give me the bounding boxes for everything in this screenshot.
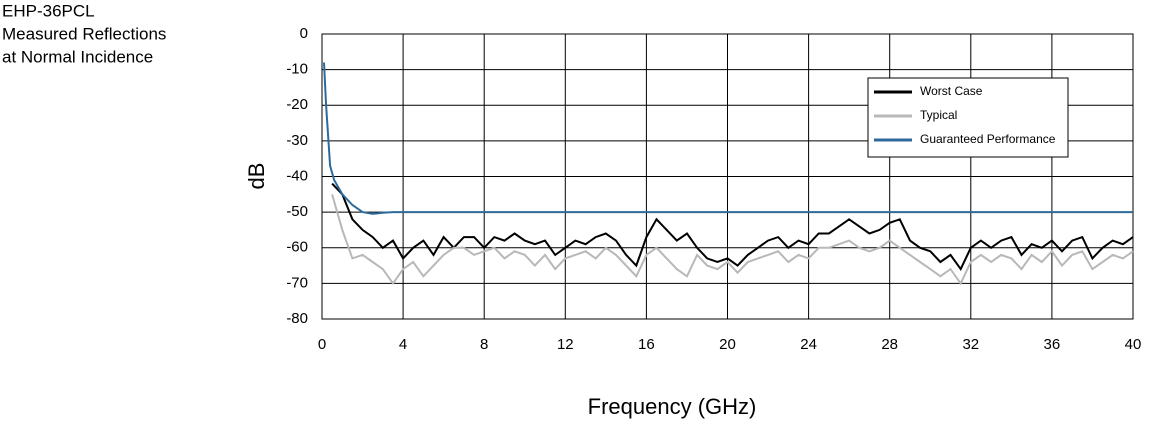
x-tick-label: 8 xyxy=(480,336,488,353)
x-tick-label: 32 xyxy=(962,336,979,353)
y-tick-label: -30 xyxy=(286,132,308,149)
x-tick-label: 0 xyxy=(318,336,326,353)
title-line: Measured Reflections xyxy=(2,24,166,43)
y-tick-label: -60 xyxy=(286,239,308,256)
y-tick-label: -80 xyxy=(286,310,308,327)
x-tick-label: 16 xyxy=(638,336,655,353)
x-axis-label: Frequency (GHz) xyxy=(588,394,757,419)
x-tick-label: 36 xyxy=(1044,336,1061,353)
x-tick-label: 28 xyxy=(881,336,898,353)
legend-label: Typical xyxy=(920,108,957,122)
legend-label: Guaranteed Performance xyxy=(920,132,1056,146)
y-axis-label: dB xyxy=(244,163,269,190)
series-line xyxy=(323,62,1133,215)
x-tick-label: 24 xyxy=(800,336,817,353)
y-tick-label: -40 xyxy=(286,167,308,184)
x-tick-label: 20 xyxy=(719,336,736,353)
series-line xyxy=(331,194,1134,286)
plot-frame xyxy=(321,33,1134,320)
y-tick-label: -10 xyxy=(286,61,308,78)
y-tick-label: 0 xyxy=(300,25,308,42)
y-tick-label: -70 xyxy=(286,274,308,291)
x-tick-label: 40 xyxy=(1125,336,1142,353)
y-tick-label: -50 xyxy=(286,203,308,220)
series-line xyxy=(331,182,1134,272)
legend-label: Worst Case xyxy=(920,84,983,98)
x-tick-label: 12 xyxy=(557,336,574,353)
y-tick-label: -20 xyxy=(286,96,308,113)
x-tick-label: 4 xyxy=(399,336,407,353)
title-line: EHP-36PCL xyxy=(2,1,95,20)
title-line: at Normal Incidence xyxy=(2,47,153,66)
